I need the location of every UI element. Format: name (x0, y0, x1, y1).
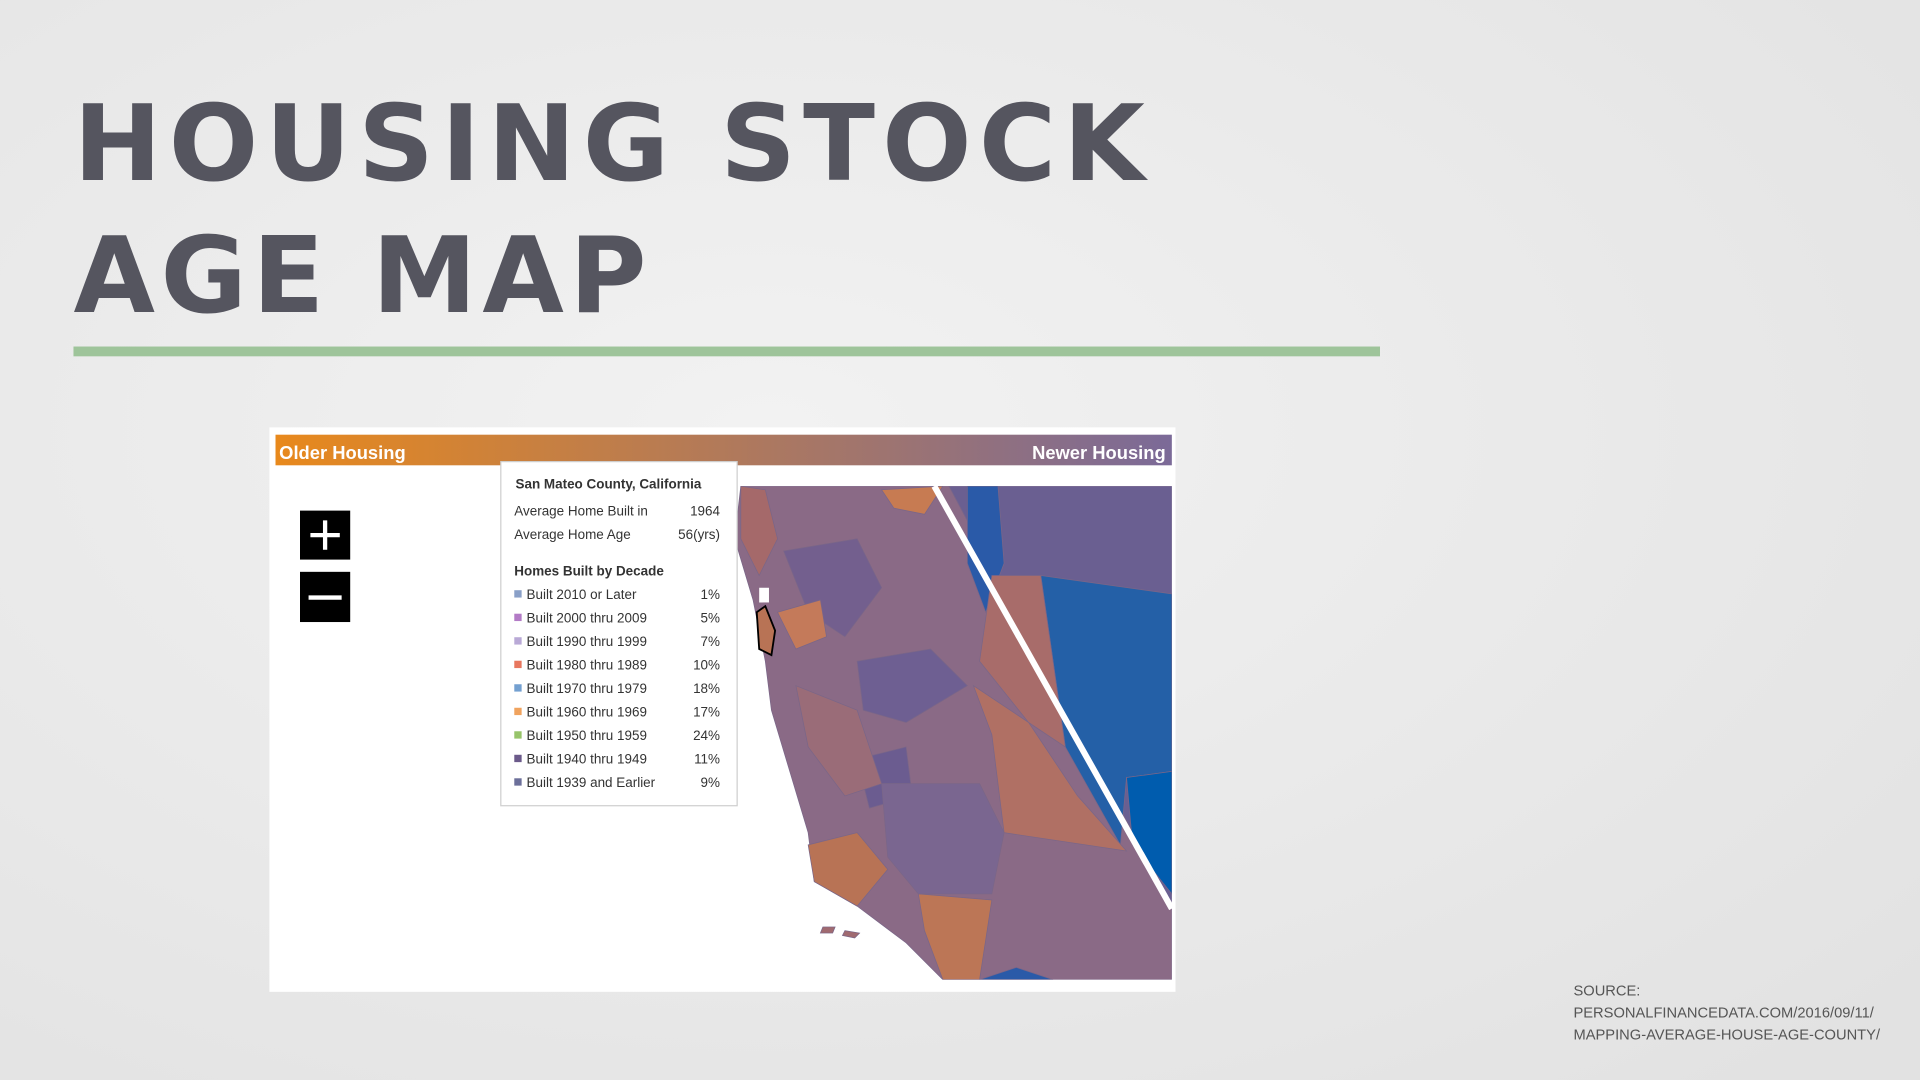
border-line (931, 484, 1175, 911)
map (734, 486, 1172, 980)
decade-label: Built 1939 and Earlier (527, 775, 656, 790)
decade-label: Built 2010 or Later (527, 587, 637, 602)
source: SOURCE: PERSONALFINANCEDATA.COM/2016/09/1… (1573, 984, 1880, 1044)
decade-label: Built 1990 thru 1999 (527, 634, 647, 649)
tooltip-section: Homes Built by Decade (514, 564, 664, 579)
tooltip-title: San Mateo County, California (516, 477, 702, 492)
decade-label: Built 1940 thru 1949 (527, 751, 647, 766)
decade-swatch (514, 778, 522, 786)
source-line: MAPPING-AVERAGE-HOUSE-AGE-COUNTY/ (1573, 1028, 1880, 1044)
legend-bar (275, 434, 1172, 466)
source-line: PERSONALFINANCEDATA.COM/2016/09/11/ (1573, 1006, 1874, 1022)
decade-swatch (514, 637, 522, 645)
decade-value: 10% (693, 657, 720, 672)
tooltip-label: Average Home Built in (514, 504, 648, 519)
decade-swatch (514, 684, 522, 692)
title-line: AGE MAP (73, 214, 646, 337)
decade-value: 24% (693, 728, 720, 743)
decade-swatch (514, 754, 522, 763)
decade-label: Built 1950 thru 1959 (527, 728, 647, 743)
decade-value: 17% (693, 704, 720, 719)
decade-label: Built 1960 thru 1969 (527, 704, 647, 719)
tooltip-label: Average Home Age (514, 527, 630, 542)
legend-right: Newer Housing (1032, 442, 1166, 463)
zoom-in-icon (310, 520, 340, 550)
tooltip-value: 1964 (690, 504, 720, 519)
decade-value: 7% (701, 634, 720, 649)
tooltip: San Mateo County, California Homes Built… (500, 461, 738, 807)
decade-label: Built 1980 thru 1989 (527, 657, 647, 672)
decade-value: 5% (701, 610, 720, 625)
legend-left: Older Housing (279, 442, 405, 463)
decade-value: 18% (693, 681, 720, 696)
decade-value: 9% (701, 775, 720, 790)
decade-swatch (514, 613, 522, 622)
decade-swatch (514, 590, 522, 598)
decade-value: 11% (694, 751, 720, 766)
title-line: HOUSING STOCK (73, 82, 1148, 205)
source-line: SOURCE: (1573, 984, 1640, 1000)
title-rule (73, 346, 1381, 357)
decade-label: Built 1970 thru 1979 (527, 681, 647, 696)
decade-swatch (514, 707, 522, 716)
decade-label: Built 2000 thru 2009 (527, 610, 647, 625)
decade-swatch (514, 731, 522, 739)
tooltip-box (500, 461, 738, 807)
decade-swatch (514, 660, 522, 669)
tooltip-value: 56(yrs) (678, 527, 720, 542)
decade-value: 1% (701, 587, 720, 602)
